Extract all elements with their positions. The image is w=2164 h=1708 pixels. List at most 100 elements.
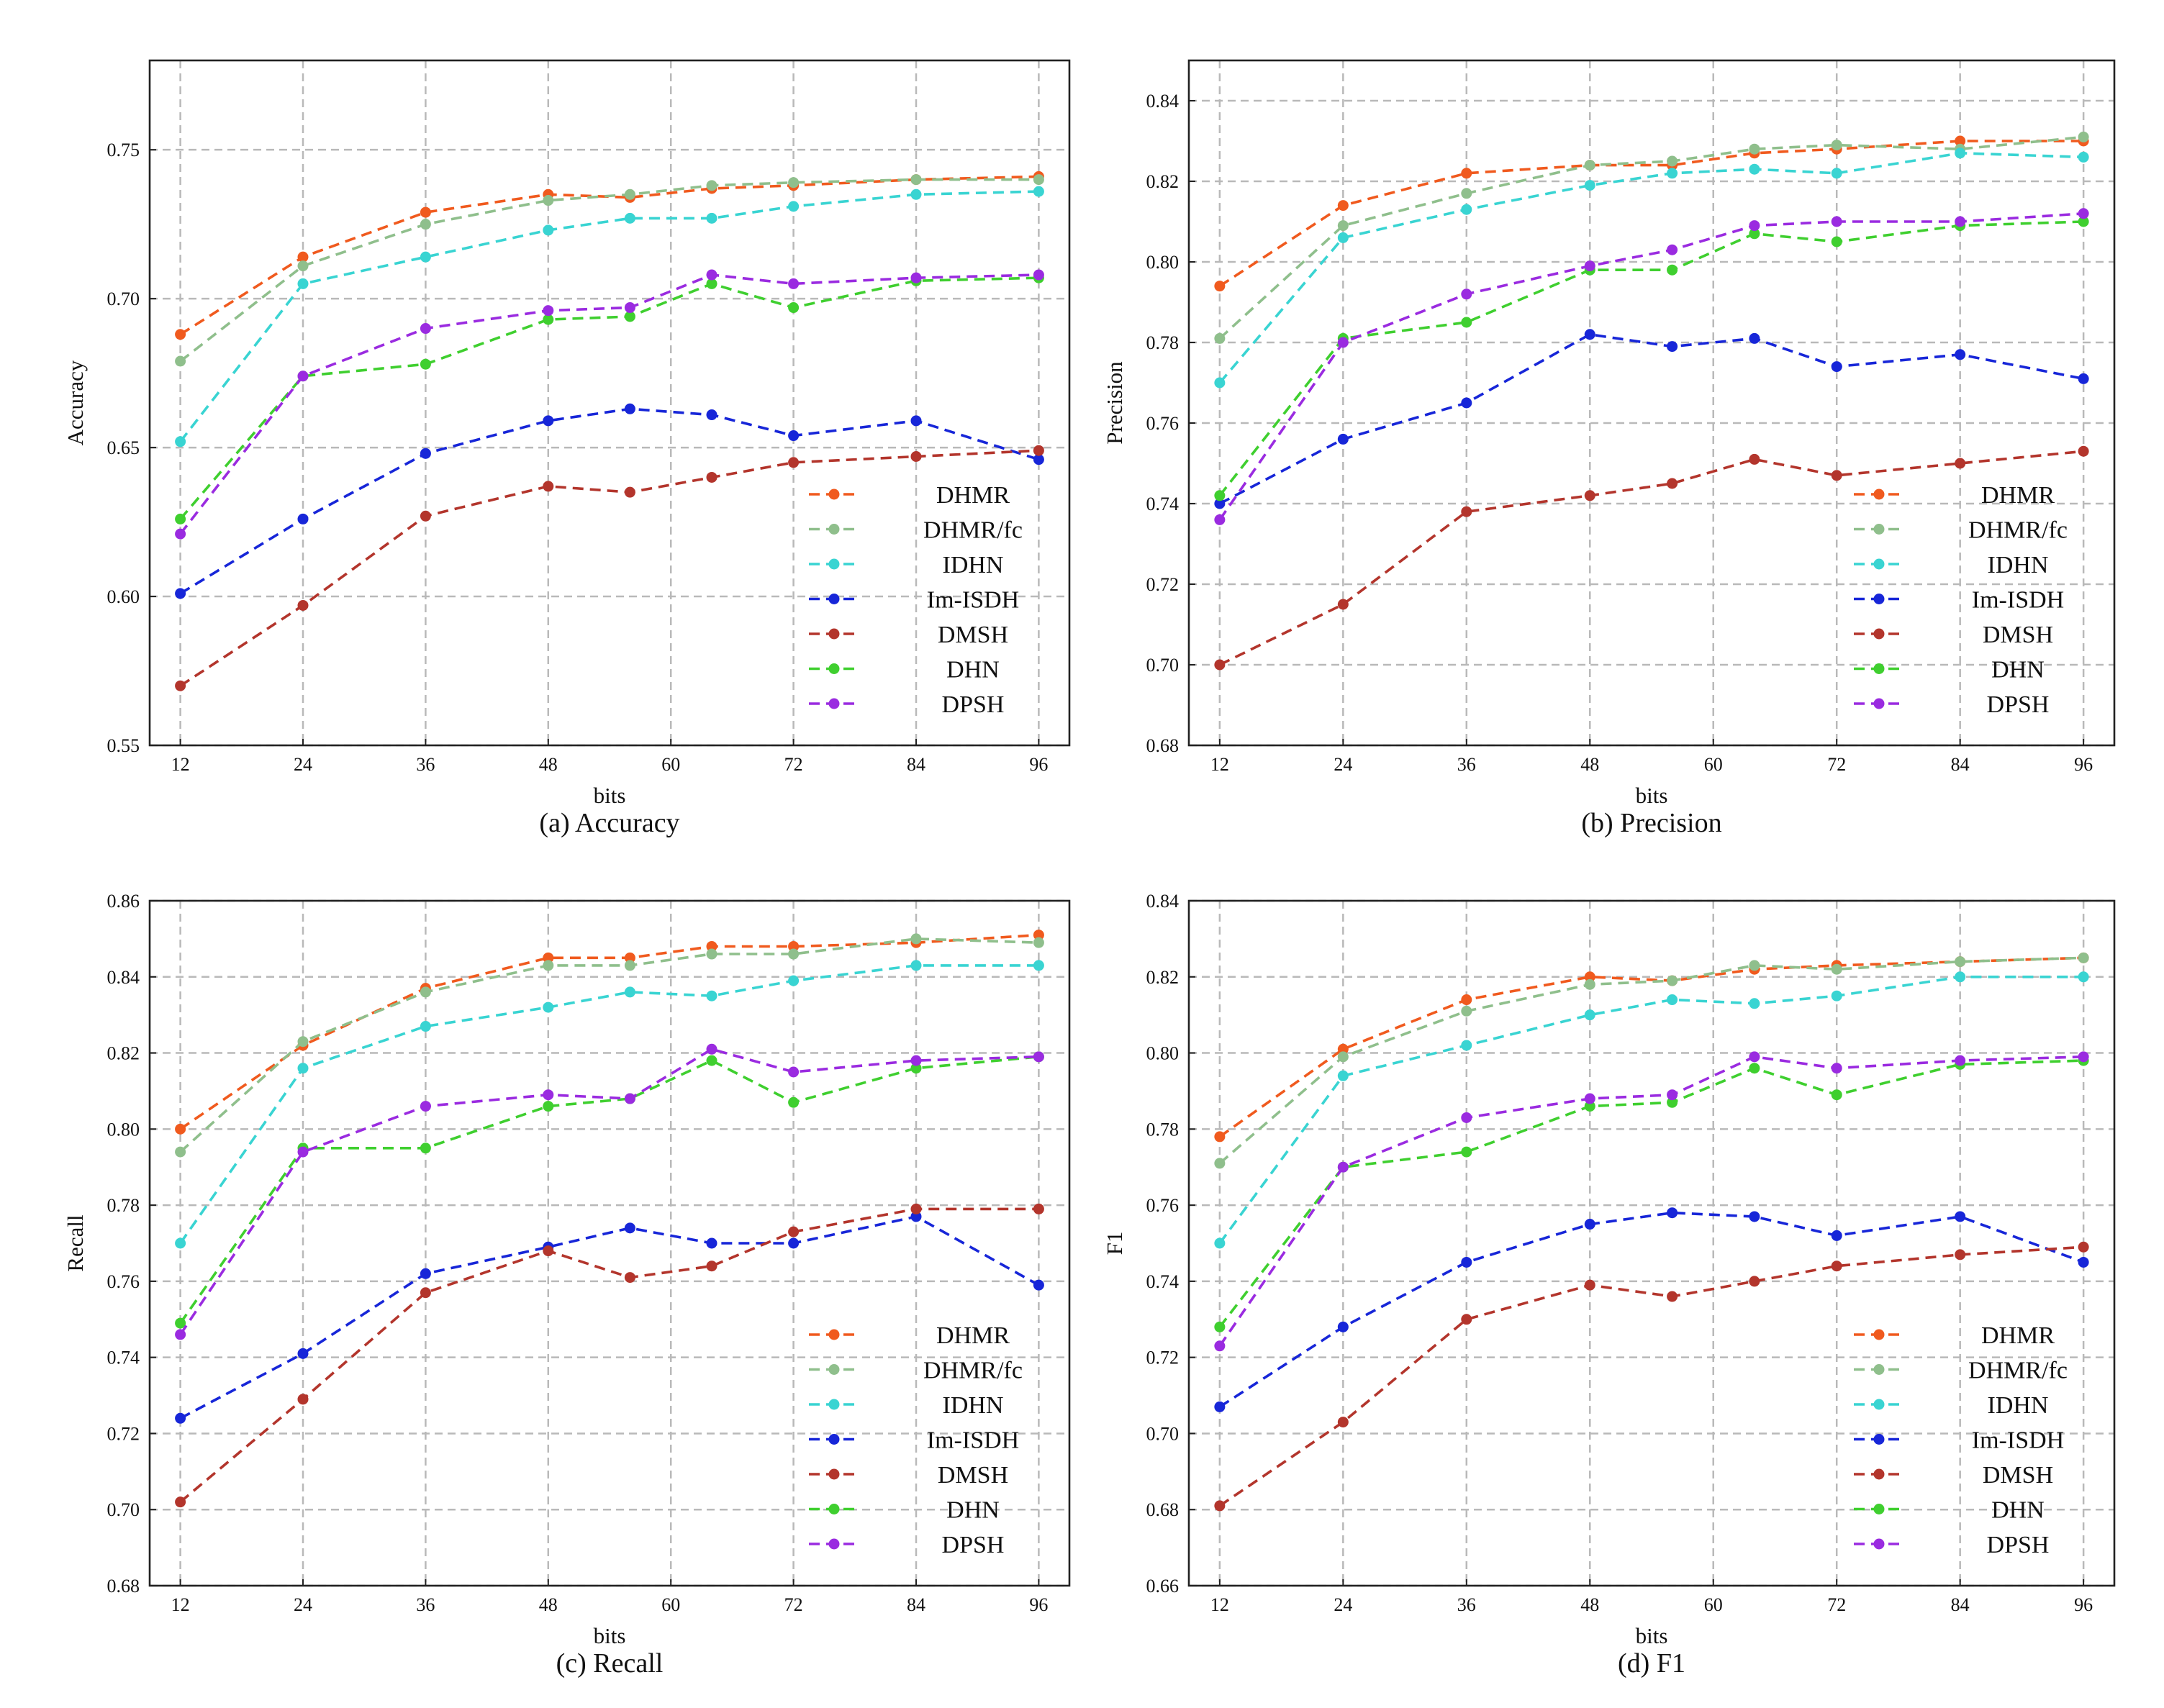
data-point bbox=[1749, 1276, 1760, 1287]
series-im-isdh bbox=[175, 403, 1044, 599]
series-dhmr-fc bbox=[1214, 131, 2089, 344]
series-dhmr-fc bbox=[175, 933, 1044, 1158]
legend-label: IDHN bbox=[943, 1392, 1004, 1419]
data-point bbox=[1831, 140, 1842, 151]
data-point bbox=[1955, 971, 1966, 983]
y-tick-label: 0.72 bbox=[1146, 1348, 1180, 1368]
data-point bbox=[1584, 329, 1595, 340]
x-tick-label: 72 bbox=[1827, 1594, 1846, 1615]
data-point bbox=[1831, 168, 1842, 179]
data-point bbox=[1214, 1340, 1226, 1352]
data-point bbox=[1749, 332, 1760, 344]
legend-label: IDHN bbox=[1988, 552, 2049, 578]
data-point bbox=[2078, 151, 2089, 163]
legend-marker bbox=[828, 628, 840, 640]
data-point bbox=[175, 355, 186, 367]
series-line bbox=[1218, 976, 2084, 1245]
plot-frame bbox=[148, 59, 1071, 747]
data-point bbox=[1461, 1256, 1472, 1268]
data-point bbox=[1667, 341, 1678, 353]
data-point bbox=[1033, 445, 1044, 456]
x-tick-label: 36 bbox=[416, 754, 435, 775]
legend-marker bbox=[1873, 698, 1885, 709]
data-point bbox=[1831, 1260, 1842, 1272]
series-line bbox=[1218, 1245, 2084, 1507]
data-point bbox=[1214, 377, 1226, 389]
legend-label: DHN bbox=[946, 657, 1000, 683]
data-point bbox=[1337, 1070, 1349, 1081]
data-point bbox=[420, 219, 431, 230]
data-point bbox=[1337, 1051, 1349, 1063]
y-tick-label: 0.72 bbox=[107, 1423, 140, 1444]
data-point bbox=[175, 436, 186, 448]
legend-label: DPSH bbox=[942, 1532, 1005, 1558]
legend-label: DHMR bbox=[936, 1322, 1010, 1349]
data-point bbox=[1337, 599, 1349, 610]
y-tick-label: 0.84 bbox=[1146, 91, 1180, 112]
data-point bbox=[910, 933, 922, 945]
data-point bbox=[1584, 1219, 1595, 1230]
data-point bbox=[1337, 1043, 1349, 1055]
data-point bbox=[1667, 1207, 1678, 1219]
data-point bbox=[1461, 204, 1472, 215]
data-point bbox=[624, 1272, 635, 1284]
data-point bbox=[1461, 317, 1472, 328]
legend-marker bbox=[1873, 1329, 1885, 1340]
data-point bbox=[297, 371, 309, 382]
data-point bbox=[624, 1093, 635, 1104]
data-point bbox=[175, 513, 186, 524]
data-point bbox=[1337, 220, 1349, 232]
legend-label: DMSH bbox=[938, 1462, 1008, 1489]
data-point bbox=[624, 486, 635, 498]
data-point bbox=[1749, 228, 1760, 240]
y-tick-label: 0.68 bbox=[107, 1576, 140, 1596]
data-point bbox=[543, 1001, 554, 1013]
x-tick-label: 24 bbox=[294, 1594, 312, 1615]
series-line bbox=[1219, 332, 2084, 505]
y-tick-label: 0.74 bbox=[1146, 1271, 1180, 1292]
data-point bbox=[1033, 960, 1044, 971]
data-point bbox=[175, 1123, 186, 1135]
data-point bbox=[1033, 186, 1044, 197]
series-line bbox=[179, 273, 1039, 535]
data-point bbox=[910, 960, 922, 971]
y-tick-label: 0.82 bbox=[1146, 171, 1180, 192]
legend-marker bbox=[828, 698, 840, 709]
y-tick-label: 0.70 bbox=[1146, 655, 1180, 676]
data-point bbox=[788, 1066, 800, 1078]
y-tick-label: 0.86 bbox=[107, 891, 140, 912]
data-point bbox=[1831, 963, 1842, 975]
data-point bbox=[1831, 1089, 1842, 1101]
data-point bbox=[1214, 498, 1226, 509]
chart-precision: 12 24 36 48 60 72 84 96 0.68 0.70 0.72 0.74 0.76 0.78… bbox=[1102, 59, 2116, 838]
legend-label: DHMR/fc bbox=[1968, 517, 2068, 544]
x-axis-label: bits bbox=[594, 783, 626, 808]
y-tick-label: 0.78 bbox=[1146, 332, 1180, 353]
data-point bbox=[2078, 373, 2089, 384]
legend-marker bbox=[828, 1538, 840, 1550]
data-point bbox=[1749, 998, 1760, 1009]
data-point bbox=[706, 990, 717, 1001]
data-point bbox=[910, 415, 922, 427]
data-point bbox=[543, 224, 554, 236]
y-tick-label: 0.82 bbox=[1146, 967, 1180, 988]
legend-label: Im-ISDH bbox=[927, 1427, 1019, 1454]
data-point bbox=[175, 1496, 186, 1508]
data-point bbox=[2078, 952, 2089, 963]
data-point bbox=[910, 188, 922, 200]
data-point bbox=[1667, 1096, 1678, 1108]
series-im-isdh bbox=[175, 1211, 1044, 1424]
legend-label: DMSH bbox=[1983, 1462, 2053, 1489]
chart-caption: (c) Recall bbox=[556, 1648, 664, 1679]
legend-label: DHN bbox=[1991, 1497, 2045, 1524]
series-dhmr-fc bbox=[175, 174, 1044, 367]
x-tick-label: 12 bbox=[171, 1594, 190, 1615]
data-point bbox=[297, 251, 309, 263]
series-im-isdh bbox=[1214, 329, 2089, 509]
x-tick-label: 96 bbox=[2074, 1594, 2093, 1615]
y-tick-label: 0.72 bbox=[1146, 574, 1180, 595]
data-point bbox=[624, 960, 635, 971]
data-point bbox=[788, 1226, 800, 1237]
data-point bbox=[175, 1329, 186, 1340]
